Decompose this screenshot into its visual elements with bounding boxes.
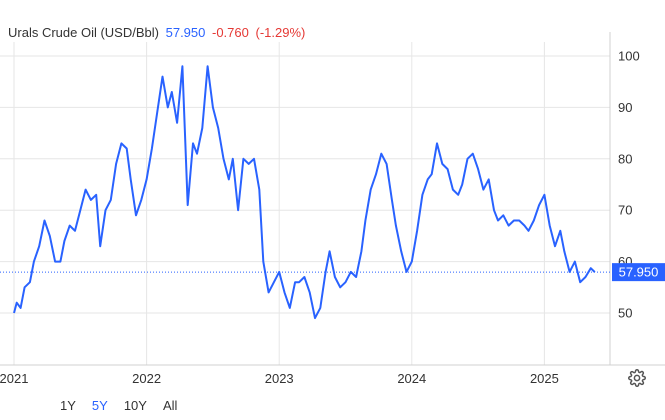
price-series-line [13,65,596,320]
y-tick-label: 80 [618,151,632,166]
range-1y-button[interactable]: 1Y [60,398,76,413]
instrument-name: Urals Crude Oil (USD/Bbl) [8,25,159,40]
y-tick-label: 50 [618,306,632,321]
x-tick-label: 2023 [265,371,294,386]
price-change-percent: (-1.29%) [255,25,306,40]
last-price: 57.950 [165,25,206,40]
y-tick-label: 100 [618,49,640,64]
range-10y-button[interactable]: 10Y [123,398,147,413]
gear-icon [628,369,646,387]
settings-button[interactable] [628,369,646,387]
last-price-tag [612,263,665,282]
range-selector: 1Y 5Y 10Y All [52,398,185,413]
x-tick-label: 2024 [397,371,426,386]
x-tick-label: 2022 [132,371,161,386]
range-all-button[interactable]: All [162,398,178,413]
range-5y-button[interactable]: 5Y [91,398,108,413]
last-price-tag-label: 57.950 [619,265,659,280]
chart-header: Urals Crude Oil (USD/Bbl) 57.950 -0.760 … [8,25,308,40]
x-tick-label: 2025 [530,371,559,386]
x-tick-label: 2021 [0,371,28,386]
y-tick-label: 70 [618,203,632,218]
y-tick-label: 90 [618,100,632,115]
price-change: -0.760 [212,25,249,40]
